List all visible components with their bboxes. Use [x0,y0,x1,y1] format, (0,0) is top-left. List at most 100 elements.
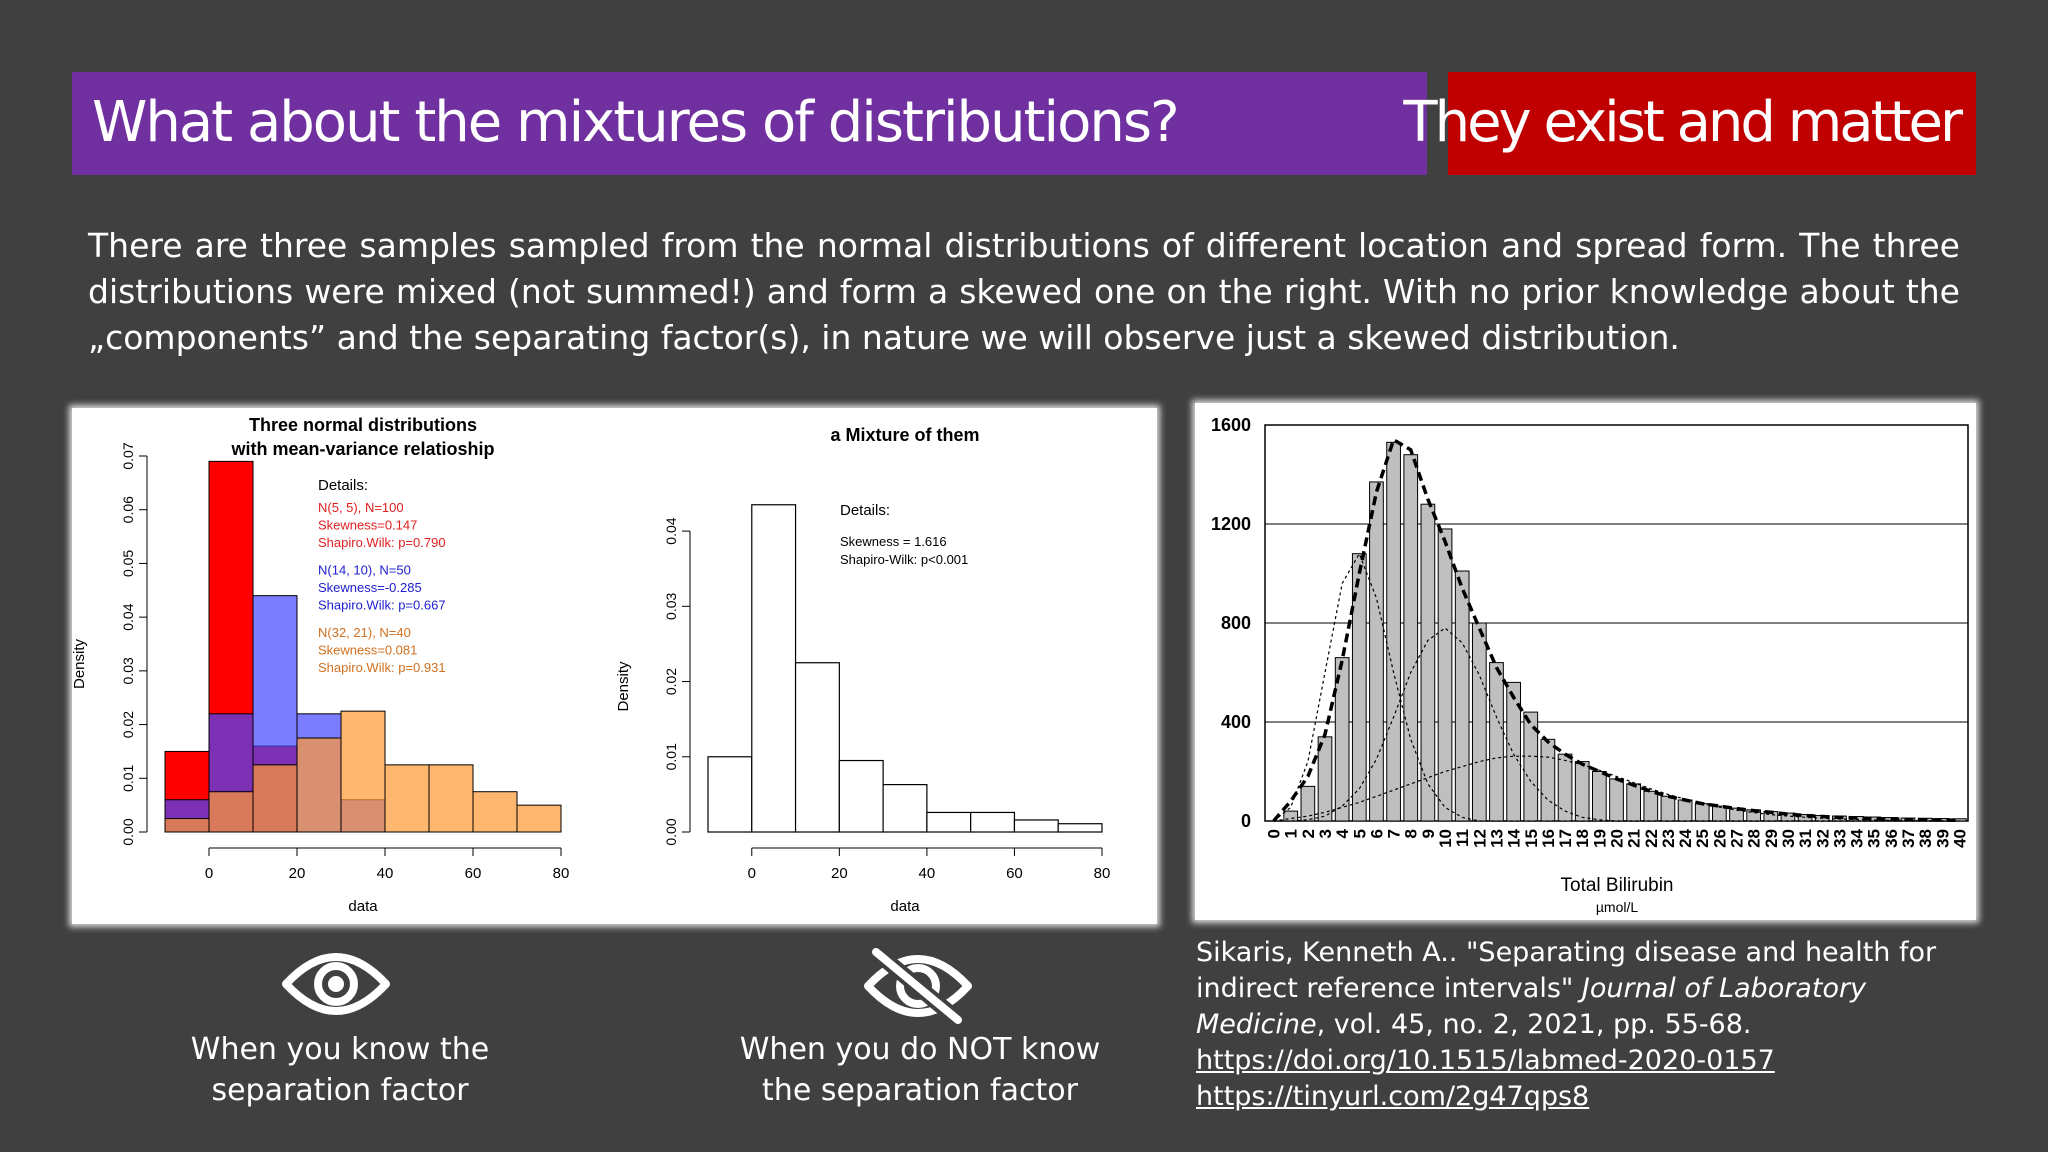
badge-text: They exist and matter [1403,90,1963,155]
bilirubin-chart: 0400800120016000123456789101112131415161… [1211,415,1969,915]
doi-link[interactable]: https://doi.org/10.1515/labmed-2020-0157 [1196,1045,1775,1076]
citation-journal: Journal of Laboratory Medicine [1196,973,1867,1040]
caption-known: When you know the separation factor [160,1029,520,1111]
x-tick-label: 15 [1522,829,1541,848]
annotation-line: Skewness=0.147 [318,518,417,533]
bilirubin-bar [1369,481,1384,822]
annotation-heading: Details: [318,477,368,494]
x-tick-label: 9 [1419,829,1438,838]
annotation-heading: Details: [840,502,890,519]
x-tick-label: 60 [465,865,482,882]
citation-article: "Separating disease and health for indir… [1196,937,1937,1004]
y-tick-label: 0.07 [120,442,136,469]
x-tick-label: 3 [1316,829,1335,838]
bilirubin-bar [1454,570,1470,822]
x-tick-label: 29 [1762,829,1781,848]
x-axis-label: data [348,898,378,915]
y-tick-label: 0.05 [120,550,136,577]
citation-details: , vol. 45, no. 2, 2021, pp. 55-68. [1316,1009,1752,1040]
hist-bar [164,818,210,833]
component-curve [1273,552,1960,822]
annotation-line: Shapiro.Wilk: p=0.931 [318,660,446,675]
annotation-line: Shapiro.Wilk: p=0.667 [318,598,446,613]
x-axis-label: data [890,898,920,915]
y-tick-label: 0.04 [663,517,679,544]
hist-bar [384,764,430,833]
component-curve [1273,755,1960,822]
caption-known-line1: When you know the [190,1032,490,1067]
bilirubin-bar [1420,503,1436,822]
x-tick-label: 20 [289,865,306,882]
x-tick-label: 80 [553,865,570,882]
hist-bar [794,662,840,833]
hist-bar [208,791,254,833]
hist-bar [340,710,386,833]
y-tick-label: 0.00 [120,818,136,845]
x-tick-label: 7 [1385,829,1404,838]
hist-bar [707,756,753,833]
x-tick-label: 23 [1659,829,1678,848]
x-tick-label: 40 [377,865,394,882]
x-tick-label: 18 [1573,829,1592,848]
hist-bar [252,764,298,833]
title-bar: What about the mixtures of distributions… [72,72,1427,175]
caption-unknown-line1: When you do NOT know [739,1032,1101,1067]
tinyurl-link[interactable]: https://tinyurl.com/2g47qps8 [1196,1081,1590,1112]
x-tick-label: 22 [1642,829,1661,848]
bilirubin-bar [1506,681,1521,822]
chart-title: a Mixture of them [830,425,979,445]
x-tick-label: 11 [1453,829,1472,847]
intro-text: There are three samples sampled from the… [88,226,1960,357]
eye-icon [282,953,390,1015]
x-tick-label: 35 [1865,829,1884,848]
y-axis-label: Density [72,638,88,689]
bilirubin-bar [1283,810,1299,822]
bilirubin-panel: 0 400 800 1200 1600 0 1 2 3 4 5 6 7 8 9 10 11 12 13 14 15 16 1… [1195,403,1976,920]
slide-title: What about the mixtures of distributions… [92,90,1180,155]
hist-bar [926,811,972,833]
hist-bar [1057,823,1103,833]
hist-bar [838,759,884,833]
bilirubin-bar [1729,807,1744,822]
histogram-figure: 0 20 40 60 80 data 0.00 0.01 0.02 0.03 0.04 0.05 0.0… [71,415,1111,915]
chart-title: Three normal distributions [249,415,477,435]
x-tick-label: 5 [1350,829,1369,838]
citation-authors: Sikaris, Kenneth A.. [1196,937,1467,968]
x-tick-label: 37 [1899,829,1918,848]
badge: They exist and matter [1403,72,1976,175]
bilirubin-bar [1437,528,1453,822]
x-tick-label: 20 [831,865,848,882]
x-tick-label: 1 [1282,829,1301,838]
x-tick-label: 2 [1299,829,1318,838]
x-tick-label: 60 [1006,865,1023,882]
chart-title: with mean-variance relatioship [230,439,494,459]
annotation-line: Shapiro-Wilk: p<0.001 [840,552,968,567]
x-tick-label: 17 [1556,829,1575,848]
x-tick-label: 31 [1796,829,1815,848]
bilirubin-bar [1660,795,1676,822]
x-tick-label: 32 [1813,829,1832,848]
x-tick-label: 80 [1094,865,1111,882]
x-tick-label: 40 [919,865,936,882]
y-tick-label: 0 [1241,811,1251,831]
x-tick-label: 13 [1487,829,1506,848]
eye-slash-icon [864,948,972,1024]
bilirubin-bar [1489,662,1504,822]
bilirubin-bar [1643,790,1659,822]
annotation-line: N(32, 21), N=40 [318,625,411,640]
x-axis-label: Total Bilirubin [1561,875,1674,896]
y-tick-label: 0.00 [663,818,679,845]
annotation-line: N(5, 5), N=100 [318,500,404,515]
annotation-line: Skewness=-0.285 [318,580,422,595]
annotation-line: Shapiro.Wilk: p=0.790 [318,535,446,550]
x-tick-label: 34 [1848,828,1867,847]
x-tick-label: 14 [1505,828,1524,847]
x-tick-label: 39 [1933,829,1952,848]
y-tick-label: 0.01 [120,764,136,791]
y-tick-label: 0.01 [663,743,679,770]
x-tick-label: 10 [1436,829,1455,848]
x-tick-label: 8 [1402,829,1421,838]
x-tick-label: 33 [1830,829,1849,848]
caption-known-line2: separation factor [211,1073,469,1108]
bilirubin-bar [1386,441,1401,822]
